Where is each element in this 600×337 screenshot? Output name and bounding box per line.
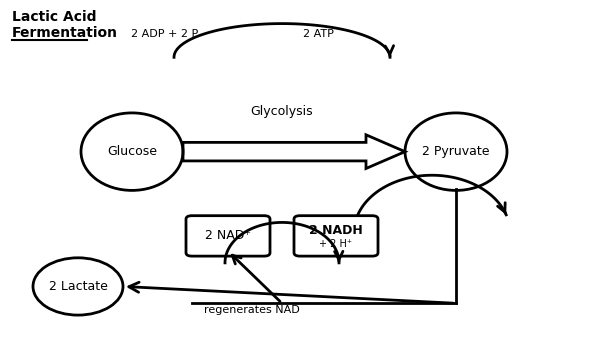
Text: 2 NAD⁺: 2 NAD⁺ xyxy=(205,229,251,242)
Polygon shape xyxy=(183,135,405,168)
Text: 2 Lactate: 2 Lactate xyxy=(49,280,107,293)
Text: + 2 H⁺: + 2 H⁺ xyxy=(319,239,353,249)
Text: 2 ATP: 2 ATP xyxy=(302,29,334,39)
Text: 2 NADH: 2 NADH xyxy=(309,224,363,237)
Text: regenerates NAD: regenerates NAD xyxy=(204,305,300,315)
Text: 2 ADP + 2 P: 2 ADP + 2 P xyxy=(131,29,199,39)
Text: 2 Pyruvate: 2 Pyruvate xyxy=(422,145,490,158)
Text: Lactic Acid
Fermentation: Lactic Acid Fermentation xyxy=(12,10,118,40)
Text: Glycolysis: Glycolysis xyxy=(251,105,313,118)
Text: Glucose: Glucose xyxy=(107,145,157,158)
